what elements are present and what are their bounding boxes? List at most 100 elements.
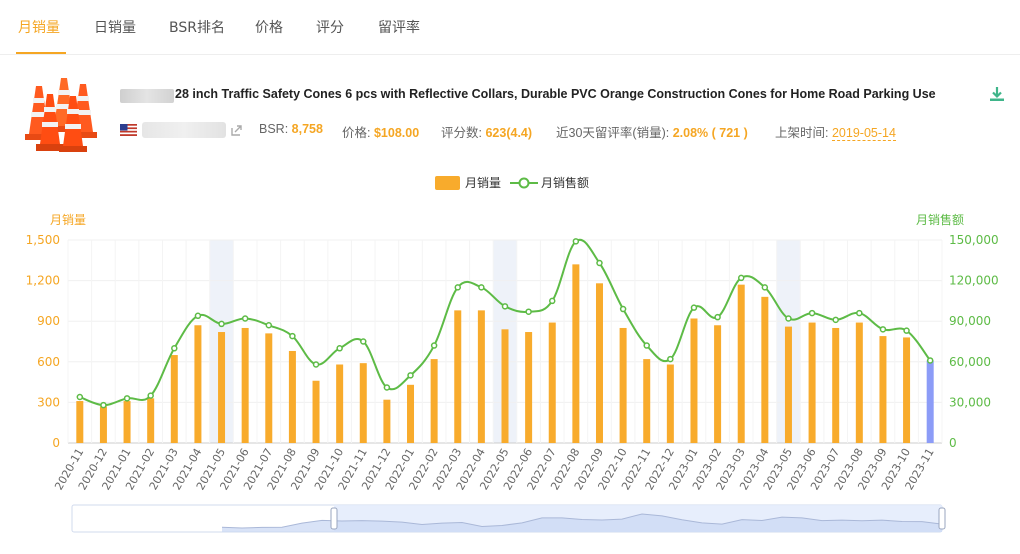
- zoom-slider-preview-area: [222, 514, 942, 532]
- point-monthly-revenue[interactable]: [761, 284, 769, 291]
- review-rate-info: 近30天留评率(销量): 2.08% ( 721 ): [556, 122, 748, 141]
- bar-monthly-sales[interactable]: [359, 363, 367, 443]
- point-monthly-revenue[interactable]: [194, 312, 202, 320]
- bar-monthly-sales[interactable]: [643, 359, 651, 443]
- bar-monthly-sales[interactable]: [383, 399, 391, 443]
- bar-monthly-sales[interactable]: [336, 364, 344, 443]
- tab-price[interactable]: 价格: [255, 20, 283, 36]
- point-monthly-revenue[interactable]: [808, 309, 816, 317]
- point-monthly-revenue[interactable]: [832, 316, 839, 324]
- bar-monthly-sales[interactable]: [288, 350, 296, 443]
- bar-monthly-sales[interactable]: [619, 327, 627, 443]
- legend-line-swatch[interactable]: [510, 176, 538, 190]
- bar-monthly-sales[interactable]: [690, 318, 698, 443]
- point-monthly-revenue[interactable]: [171, 345, 178, 352]
- point-monthly-revenue[interactable]: [501, 303, 509, 310]
- bar-monthly-sales[interactable]: [430, 359, 438, 443]
- bar-monthly-sales[interactable]: [926, 360, 934, 443]
- point-monthly-revenue[interactable]: [360, 338, 367, 345]
- y-right-tick-label: 60,000: [949, 355, 991, 369]
- point-monthly-revenue[interactable]: [336, 345, 343, 352]
- bar-monthly-sales[interactable]: [312, 380, 320, 443]
- bar-monthly-sales[interactable]: [832, 327, 840, 443]
- reviews-value: 623(4.4): [485, 126, 533, 140]
- bar-monthly-sales[interactable]: [123, 401, 131, 443]
- bar-monthly-sales[interactable]: [903, 337, 911, 443]
- product-title[interactable]: 28 inch Traffic Safety Cones 6 pcs with …: [175, 87, 936, 101]
- listed-date-value[interactable]: 2019-05-14: [831, 126, 896, 141]
- bar-monthly-sales[interactable]: [99, 406, 107, 443]
- bar-monthly-sales[interactable]: [784, 326, 792, 443]
- bar-monthly-sales[interactable]: [407, 384, 415, 443]
- point-monthly-revenue[interactable]: [383, 384, 391, 391]
- point-monthly-revenue[interactable]: [525, 308, 532, 315]
- listed-date-info: 上架时间: 2019-05-14: [775, 122, 896, 141]
- point-monthly-revenue[interactable]: [856, 309, 863, 317]
- point-monthly-revenue[interactable]: [123, 395, 131, 402]
- point-monthly-revenue[interactable]: [241, 315, 249, 322]
- bar-monthly-sales[interactable]: [218, 332, 226, 443]
- reviews-label: 评分数:: [441, 126, 482, 140]
- point-monthly-revenue[interactable]: [407, 372, 414, 379]
- download-icon[interactable]: [989, 86, 1005, 102]
- tab-review-rate[interactable]: 留评率: [378, 20, 420, 36]
- bar-monthly-sales[interactable]: [454, 310, 462, 443]
- point-monthly-revenue[interactable]: [667, 355, 674, 363]
- bar-monthly-sales[interactable]: [501, 329, 509, 443]
- point-monthly-revenue[interactable]: [312, 361, 320, 368]
- point-monthly-revenue[interactable]: [596, 259, 603, 267]
- point-monthly-revenue[interactable]: [548, 297, 556, 305]
- point-monthly-revenue[interactable]: [100, 401, 107, 409]
- point-monthly-revenue[interactable]: [926, 357, 934, 364]
- point-monthly-revenue[interactable]: [76, 393, 84, 401]
- point-monthly-revenue[interactable]: [785, 315, 792, 322]
- point-monthly-revenue[interactable]: [643, 342, 650, 349]
- bar-monthly-sales[interactable]: [477, 310, 485, 443]
- bar-monthly-sales[interactable]: [761, 296, 769, 443]
- bar-monthly-sales[interactable]: [241, 327, 249, 443]
- bar-monthly-sales[interactable]: [265, 333, 273, 443]
- legend-bar-label[interactable]: 月销量: [465, 176, 502, 190]
- point-monthly-revenue[interactable]: [265, 322, 273, 329]
- point-monthly-revenue[interactable]: [289, 332, 296, 340]
- point-monthly-revenue[interactable]: [147, 392, 154, 399]
- point-monthly-revenue[interactable]: [714, 313, 721, 321]
- product-image[interactable]: [22, 76, 102, 152]
- bar-monthly-sales[interactable]: [194, 325, 202, 443]
- point-monthly-revenue[interactable]: [454, 284, 462, 291]
- bar-monthly-sales[interactable]: [147, 398, 155, 443]
- bar-monthly-sales[interactable]: [879, 336, 887, 443]
- y-right-axis-title: 月销售额: [916, 213, 965, 227]
- bsr-value: 8,758: [291, 122, 323, 136]
- legend-line-label[interactable]: 月销售额: [541, 176, 590, 190]
- tab-bsr-rank[interactable]: BSR排名: [169, 20, 225, 36]
- zoom-slider-handle-left[interactable]: [330, 507, 338, 530]
- point-monthly-revenue[interactable]: [572, 238, 580, 245]
- bar-monthly-sales[interactable]: [548, 322, 556, 443]
- review-rate-value: 2.08% ( 721 ): [672, 126, 748, 140]
- bar-monthly-sales[interactable]: [572, 264, 580, 443]
- point-monthly-revenue[interactable]: [737, 274, 745, 282]
- legend-bar-swatch[interactable]: [435, 176, 460, 190]
- share-icon[interactable]: [230, 124, 243, 137]
- point-monthly-revenue[interactable]: [619, 305, 627, 313]
- bar-monthly-sales[interactable]: [808, 322, 816, 443]
- point-monthly-revenue[interactable]: [903, 327, 910, 334]
- bar-monthly-sales[interactable]: [737, 284, 745, 443]
- bar-monthly-sales[interactable]: [170, 355, 178, 443]
- bar-monthly-sales[interactable]: [76, 401, 84, 443]
- point-monthly-revenue[interactable]: [690, 304, 698, 311]
- zoom-slider-handle-right[interactable]: [938, 507, 946, 530]
- bar-monthly-sales[interactable]: [525, 332, 533, 443]
- tab-rating[interactable]: 评分: [316, 20, 344, 36]
- point-monthly-revenue[interactable]: [430, 342, 438, 349]
- point-monthly-revenue[interactable]: [478, 284, 485, 291]
- bar-monthly-sales[interactable]: [666, 364, 674, 443]
- tab-monthly-sales[interactable]: 月销量: [18, 20, 60, 36]
- bar-monthly-sales[interactable]: [855, 322, 863, 443]
- tab-daily-sales[interactable]: 日销量: [94, 20, 136, 36]
- bar-monthly-sales[interactable]: [714, 325, 722, 443]
- point-monthly-revenue[interactable]: [218, 320, 225, 328]
- point-monthly-revenue[interactable]: [879, 326, 887, 333]
- bar-monthly-sales[interactable]: [595, 283, 603, 443]
